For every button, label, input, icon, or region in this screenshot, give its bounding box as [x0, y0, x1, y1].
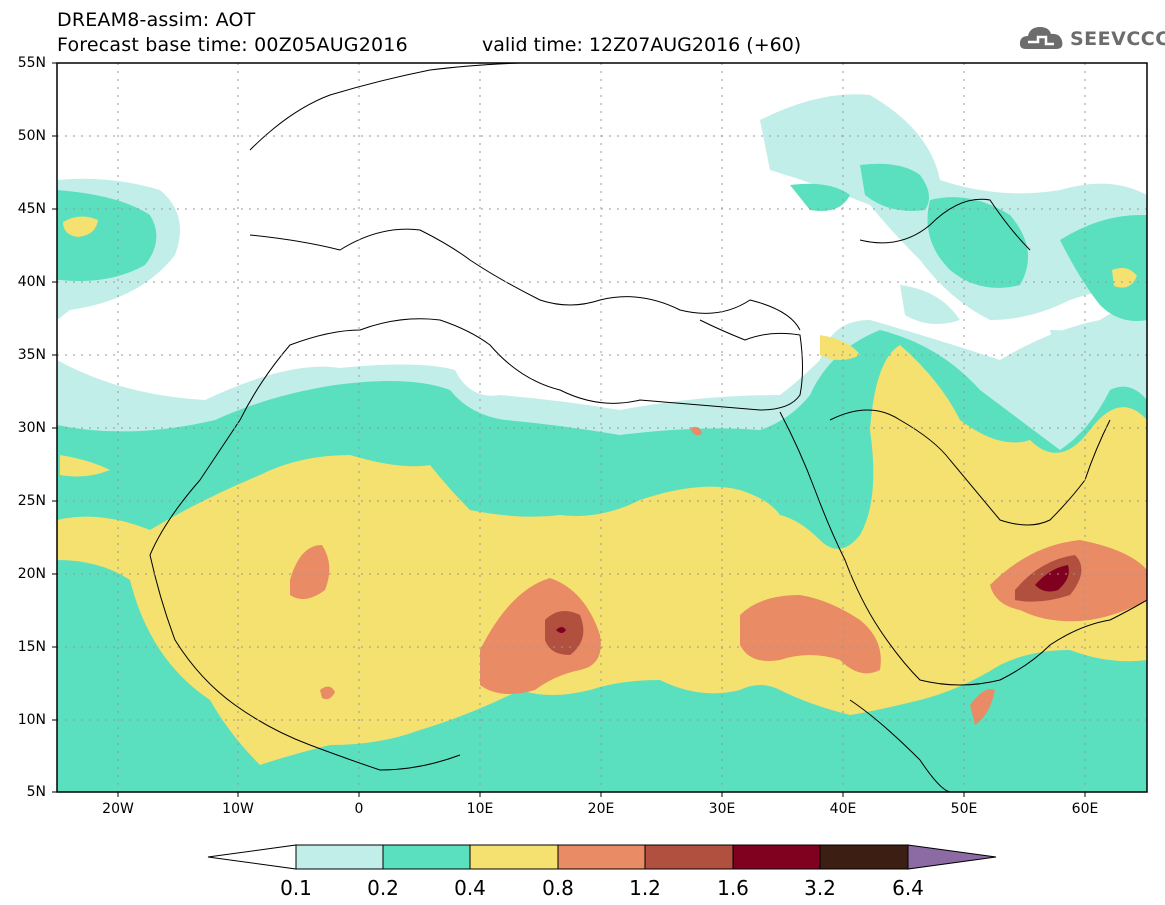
lat-label: 25N: [17, 493, 46, 509]
lon-label: 0: [354, 801, 364, 817]
colorbar-over-triangle: [907, 844, 997, 870]
lat-label: 10N: [17, 712, 46, 728]
colorbar-tick: 0.2: [367, 876, 399, 900]
lat-label: 20N: [17, 566, 46, 582]
colorbar-swatch-6: [732, 844, 821, 870]
aot-band-1.6: [556, 565, 1069, 633]
lon-label: 20W: [102, 801, 134, 817]
lat-label: 40N: [17, 274, 46, 290]
lon-label: 30E: [708, 801, 736, 817]
forecast-base-time: Forecast base time: 00Z05AUG2016: [57, 34, 408, 56]
seevccc-logo: SEEVCCC: [1018, 22, 1165, 56]
lon-label: 10W: [222, 801, 254, 817]
lon-label: 40E: [829, 801, 857, 817]
colorbar-swatch-5: [644, 844, 734, 870]
grid-lines: [57, 63, 1147, 792]
colorbar-swatch-7: [819, 844, 909, 870]
lon-label: 60E: [1071, 801, 1099, 817]
colorbar-tick: 6.4: [892, 876, 924, 900]
colorbar-swatch-1: [295, 844, 384, 870]
colorbar-tick: 0.4: [454, 876, 486, 900]
colorbar-tick: 0.8: [542, 876, 574, 900]
cloud-icon: [1019, 27, 1063, 49]
aot-field: [57, 63, 1147, 792]
chart-title: DREAM8-assim: AOT: [57, 9, 256, 31]
colorbar-swatch-3: [469, 844, 559, 870]
colorbar-tick: 1.6: [717, 876, 749, 900]
lat-label: 15N: [17, 639, 46, 655]
colorbar-swatch-2: [382, 844, 471, 870]
lon-label: 50E: [950, 801, 978, 817]
lat-label: 30N: [17, 420, 46, 436]
colorbar-tick: 0.1: [280, 876, 312, 900]
colorbar-tick: 1.2: [629, 876, 661, 900]
logo-text: SEEVCCC: [1070, 28, 1165, 50]
lat-label: 35N: [17, 347, 46, 363]
lat-label: 50N: [17, 128, 46, 144]
valid-time: valid time: 12Z07AUG2016 (+60): [482, 34, 802, 56]
axis-ticks: [52, 62, 1086, 797]
lon-label: 20E: [587, 801, 615, 817]
lat-label: 45N: [17, 201, 46, 217]
lat-label: 5N: [26, 784, 46, 800]
colorbar-tick: 3.2: [804, 876, 836, 900]
colorbar-swatch-4: [557, 844, 646, 870]
colorbar-under-triangle: [207, 844, 297, 870]
colorbar: [207, 844, 997, 870]
lat-label: 55N: [17, 55, 46, 71]
lon-label: 10E: [466, 801, 494, 817]
